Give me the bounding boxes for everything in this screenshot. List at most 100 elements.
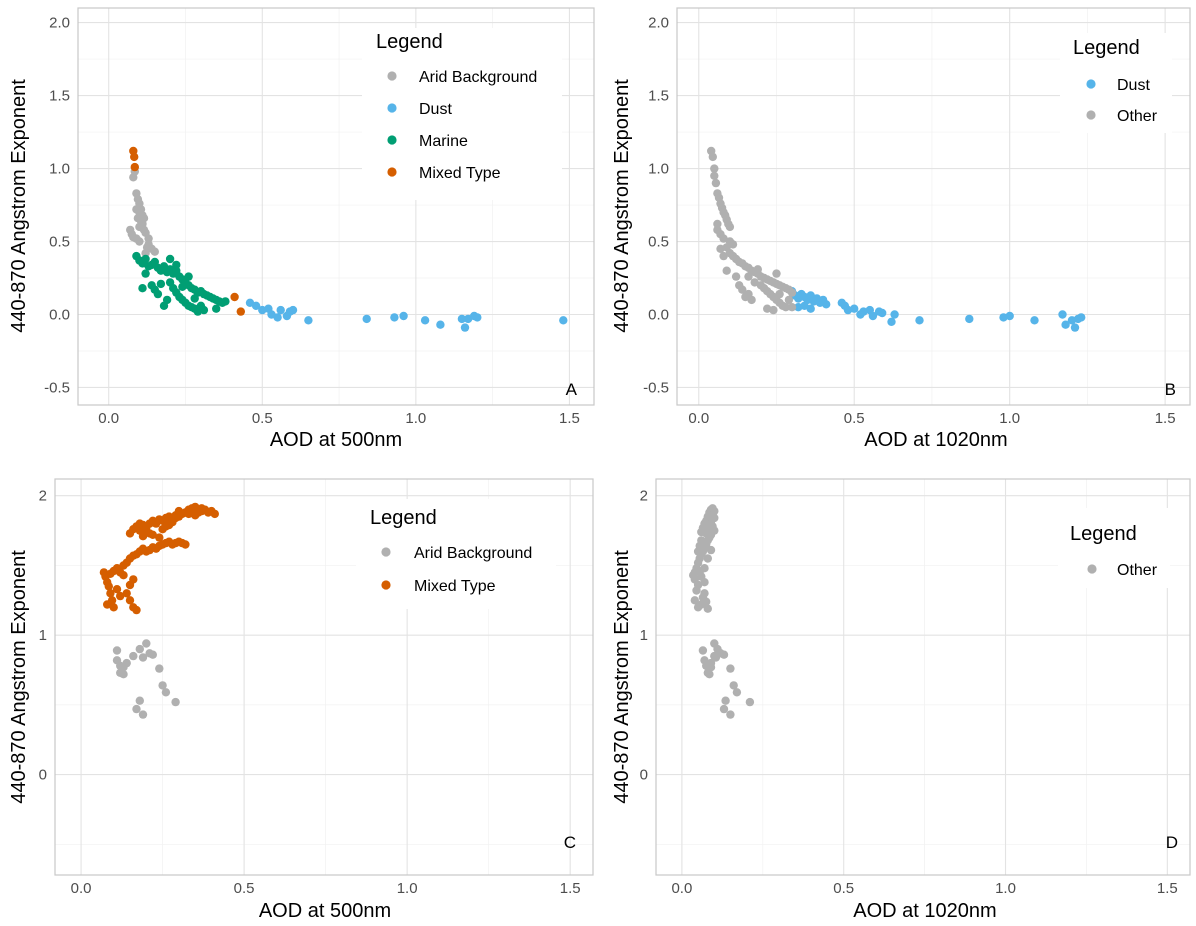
panel-b-y-ticks: -0.5 0.0 0.5 1.0 1.5 2.0 (643, 15, 669, 397)
panel-a-legend-label-marine: Marine (419, 133, 468, 150)
panel-b-point-other (710, 164, 719, 173)
panel-b-grid (677, 8, 1190, 405)
panel-b-point-other (769, 305, 778, 315)
panel-d-grid (656, 479, 1190, 875)
panel-a-point-marine (212, 304, 221, 313)
panel-b-point-dust (890, 310, 899, 319)
panel-b-x-tick-label: 0.0 (688, 410, 709, 427)
panel-a-x-tick-label: 1.0 (405, 410, 426, 427)
panel-a-point-marine (138, 284, 147, 293)
panel-b-point-other (784, 295, 794, 305)
panel-b-y-tick-label: 1.0 (648, 161, 669, 178)
panel-d-point-other (745, 697, 755, 707)
panel-a-point-mixed-type (230, 292, 239, 302)
panel-b-label: B (1165, 380, 1176, 399)
panel-a-point-dust (473, 313, 482, 322)
panel-d-point-other (710, 639, 719, 648)
panel-b-point-dust (1070, 323, 1080, 332)
panel-c-x-tick-label: 1.5 (560, 880, 581, 897)
panel-a-point-dust (420, 316, 430, 325)
panel-b-point-other (772, 269, 781, 278)
panel-a-point-marine (156, 279, 166, 289)
panel-d-point-other (689, 571, 698, 580)
panel-d-point-other (706, 658, 716, 668)
panel-b-point-other (750, 278, 759, 287)
panel-b-x-tick-label: 1.0 (999, 410, 1020, 427)
panel-c-point-arid-background (148, 650, 157, 659)
panel-d-legend-key-other (1087, 564, 1097, 574)
panel-a-point-dust (399, 311, 408, 321)
panel-c-y-tick-label: 1 (39, 627, 47, 644)
panel-b-point-other (781, 303, 790, 312)
panel-c-point-arid-background (122, 658, 131, 668)
panel-d-x-tick-label: 0.5 (833, 880, 854, 897)
panel-c-point-arid-background (171, 697, 180, 707)
panel-d-point-other (702, 529, 711, 538)
panel-a-point-marine (153, 289, 163, 299)
panel-b-point-other (713, 219, 722, 229)
panel-b-point-dust (806, 304, 815, 313)
panel-a-point-arid-background (141, 249, 150, 258)
panel-c-legend-key-arid-background (381, 547, 391, 557)
panel-b-point-dust (850, 304, 859, 313)
panel-a-point-mixed-type (130, 152, 139, 162)
panel-d-legend-box (1058, 508, 1170, 588)
panel-a-point-marine (172, 260, 181, 270)
panel-a-point-dust (436, 320, 445, 329)
panel-d-point-other (702, 597, 711, 606)
panel-b-point-other (708, 152, 717, 162)
panel-d-point-other (700, 589, 709, 598)
panel-c-point-arid-background (112, 646, 122, 655)
panel-c-x-tick-label: 0.0 (71, 880, 92, 897)
panel-b-y-tick-label: 1.5 (648, 88, 669, 105)
panel-b-point-other (747, 295, 756, 305)
panel-d-y-ticks: 0 1 2 (640, 488, 648, 784)
panel-c-legend-title: Legend (370, 507, 437, 529)
panel-b-x-tick-label: 1.5 (1155, 410, 1176, 427)
panel-d: 0.0 0.5 1.0 1.5 0 1 2 AOD at 1020nm 440-870 A… (611, 478, 1191, 922)
panel-c-legend-key-mixed-type (381, 580, 391, 590)
panel-a-legend-key-marine (387, 135, 397, 145)
panel-a-point-dust (457, 314, 467, 324)
panel-a-y-tick-label: 1.5 (49, 88, 70, 105)
panel-c-x-tick-label: 0.5 (234, 880, 255, 897)
panel-c-point-mixed-type (197, 504, 206, 513)
panel-a-legend-label-dust: Dust (419, 101, 452, 118)
panel-c-point-arid-background (119, 670, 128, 679)
panel-a-point-arid-background (150, 247, 159, 256)
panel-b-point-dust (1005, 311, 1014, 321)
panel-c-y-axis-label: 440-870 Angstrom Exponent (8, 550, 30, 804)
panel-c-point-mixed-type (174, 506, 184, 516)
panel-b-point-dust (822, 300, 831, 309)
panel-c-point-mixed-type (210, 509, 219, 519)
panel-b-point-dust (1030, 316, 1039, 325)
panel-a-point-marine (221, 297, 230, 306)
panel-b-x-tick-label: 0.5 (844, 410, 865, 427)
panel-c-legend: Legend Arid Background Mixed Type (356, 499, 556, 609)
panel-b-point-dust (878, 308, 887, 318)
panel-b-point-other (711, 178, 721, 188)
panel-d-legend: Legend Other (1058, 508, 1170, 588)
panel-b-point-other (787, 303, 797, 312)
panel-b-point-other (728, 240, 738, 249)
panel-a-point-dust (559, 316, 568, 325)
panel-d-x-axis-label: AOD at 1020nm (853, 900, 996, 922)
panel-c-point-mixed-type (161, 522, 171, 531)
panel-c-point-mixed-type (106, 589, 115, 598)
panel-b-y-tick-label: 0.0 (648, 307, 669, 324)
panel-b-x-axis-label: AOD at 1020nm (864, 429, 1007, 451)
panel-c-plot-frame (54, 478, 594, 876)
panel-b-point-other (710, 171, 719, 180)
panel-b-point-other (719, 234, 728, 243)
panel-d-point-other (705, 670, 714, 679)
panel-a-point-marine (184, 272, 193, 281)
panel-c-point-mixed-type (132, 605, 141, 615)
panel-b-point-other (725, 222, 735, 232)
panel-d-x-tick-label: 0.0 (671, 880, 692, 897)
panel-d-y-tick-label: 2 (640, 488, 648, 505)
panel-d-point-other (706, 545, 716, 555)
panel-b-point-dust (1077, 313, 1086, 322)
panel-d-point-other (703, 604, 712, 613)
panel-a-legend-key-arid-background (387, 71, 397, 81)
panel-b-legend-box (1060, 33, 1172, 133)
